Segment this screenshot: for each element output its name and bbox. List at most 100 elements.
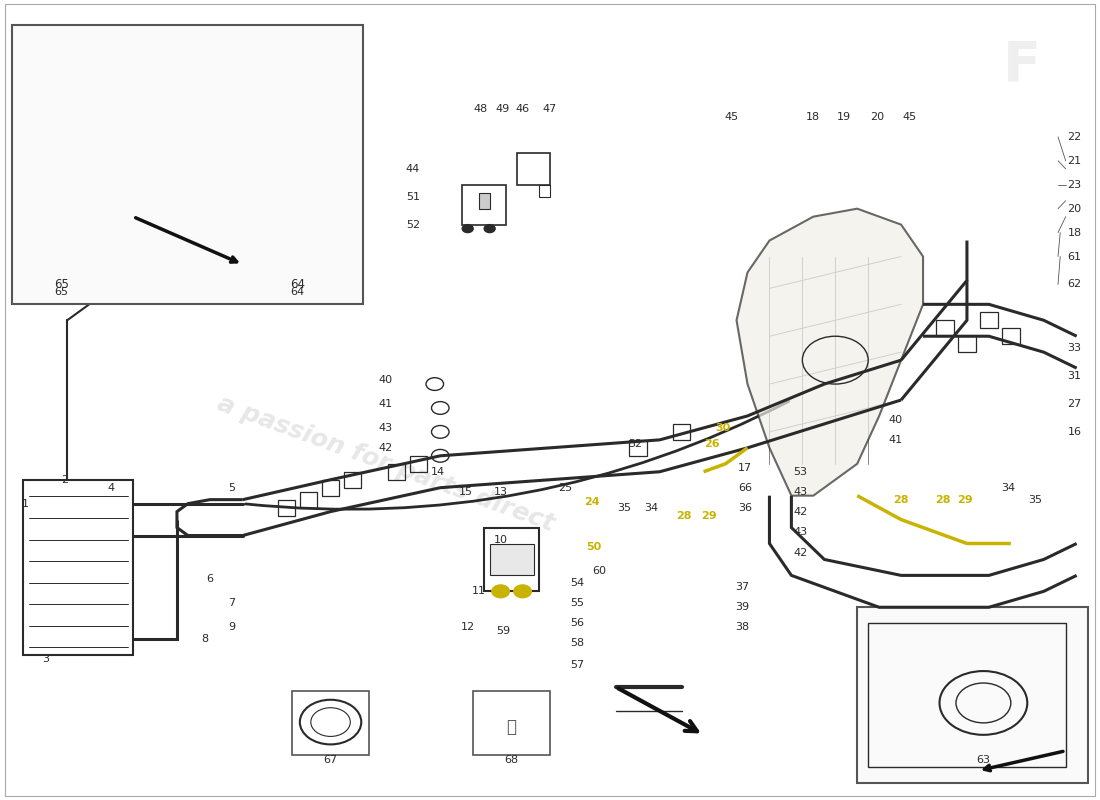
Text: 29: 29 (702, 510, 717, 521)
Bar (1002, 328, 1020, 344)
Circle shape (462, 225, 473, 233)
Text: 64: 64 (290, 287, 305, 298)
Text: 45: 45 (724, 112, 738, 122)
Text: 42: 42 (793, 548, 807, 558)
Text: 60: 60 (593, 566, 606, 577)
Bar (473, 691, 550, 754)
Text: 65: 65 (55, 287, 68, 298)
Text: 15: 15 (459, 486, 473, 497)
Text: 43: 43 (793, 526, 807, 537)
Text: 14: 14 (431, 466, 446, 477)
Text: 61: 61 (1067, 251, 1081, 262)
Text: 9: 9 (228, 622, 235, 632)
Text: 44: 44 (406, 164, 420, 174)
Text: 46: 46 (516, 104, 529, 114)
Text: 66: 66 (738, 482, 752, 493)
Text: 65: 65 (54, 278, 69, 291)
Text: 12: 12 (461, 622, 475, 632)
Text: 48: 48 (474, 104, 488, 114)
Text: 33: 33 (1067, 343, 1081, 353)
Bar (857, 607, 1088, 782)
Text: 5: 5 (229, 482, 235, 493)
Bar (629, 440, 647, 456)
Text: 64: 64 (290, 278, 305, 291)
Text: 11: 11 (472, 586, 486, 596)
Bar (387, 464, 405, 480)
Bar (322, 480, 339, 496)
Text: 62: 62 (1067, 279, 1081, 290)
Text: a passion for parts direct: a passion for parts direct (213, 391, 558, 536)
Text: 8: 8 (201, 634, 208, 644)
Text: 23: 23 (1067, 180, 1081, 190)
Bar (462, 185, 506, 225)
Bar (673, 424, 691, 440)
Text: 28: 28 (676, 510, 692, 521)
Text: 30: 30 (716, 423, 732, 433)
Text: 6: 6 (207, 574, 213, 584)
Text: 32: 32 (628, 439, 642, 449)
Text: 29: 29 (957, 494, 972, 505)
Bar (478, 193, 490, 209)
Text: 40: 40 (889, 415, 903, 425)
Text: 10: 10 (494, 534, 507, 545)
Bar (539, 185, 550, 197)
Text: 51: 51 (406, 192, 420, 202)
Text: 37: 37 (735, 582, 749, 592)
Text: F: F (1003, 38, 1041, 92)
Bar (278, 500, 296, 515)
Text: 27: 27 (1067, 399, 1081, 409)
Text: 26: 26 (705, 439, 720, 449)
Text: 43: 43 (793, 486, 807, 497)
Circle shape (514, 585, 531, 598)
Bar (409, 456, 427, 472)
Text: 38: 38 (735, 622, 749, 632)
Text: 67: 67 (323, 755, 338, 766)
Bar (293, 691, 368, 754)
Text: 31: 31 (1067, 371, 1081, 381)
Bar (343, 472, 361, 488)
Bar (484, 527, 539, 591)
Bar (300, 492, 318, 508)
Text: 57: 57 (571, 660, 584, 670)
Text: 49: 49 (496, 104, 510, 114)
Text: 47: 47 (543, 104, 557, 114)
PathPatch shape (737, 209, 923, 496)
Text: 42: 42 (378, 443, 393, 453)
Text: 19: 19 (837, 112, 851, 122)
Text: 20: 20 (1067, 204, 1081, 214)
Text: 34: 34 (644, 503, 658, 514)
Text: 45: 45 (903, 112, 917, 122)
Text: 25: 25 (559, 482, 572, 493)
Text: 53: 53 (793, 466, 807, 477)
Bar (958, 336, 976, 352)
Text: 36: 36 (738, 502, 752, 513)
Text: 22: 22 (1067, 132, 1081, 142)
Text: 43: 43 (378, 423, 393, 433)
Text: 56: 56 (571, 618, 584, 628)
Circle shape (484, 225, 495, 233)
Bar (868, 623, 1066, 766)
Bar (517, 153, 550, 185)
Bar (12, 26, 363, 304)
Text: 18: 18 (806, 112, 821, 122)
Bar (23, 480, 133, 655)
Bar (980, 312, 998, 328)
Text: 52: 52 (406, 220, 420, 230)
Text: 2: 2 (62, 474, 68, 485)
Text: 63: 63 (977, 755, 990, 766)
Text: 41: 41 (889, 435, 903, 445)
Text: 13: 13 (494, 486, 507, 497)
Text: 17: 17 (738, 462, 752, 473)
Text: 7: 7 (228, 598, 235, 608)
Text: 39: 39 (735, 602, 749, 612)
Text: 68: 68 (505, 755, 519, 766)
Text: 1: 1 (22, 498, 29, 509)
Text: 20: 20 (870, 112, 884, 122)
Text: 16: 16 (1067, 427, 1081, 437)
Bar (936, 320, 954, 336)
Text: 🐎: 🐎 (507, 718, 517, 736)
Text: 28: 28 (893, 494, 909, 505)
Bar (490, 543, 534, 575)
Text: 18: 18 (1067, 227, 1081, 238)
Text: 3: 3 (42, 654, 48, 664)
